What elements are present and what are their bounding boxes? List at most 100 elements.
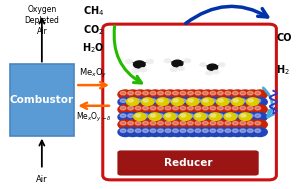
Circle shape	[247, 99, 253, 102]
Circle shape	[149, 113, 161, 120]
Circle shape	[135, 91, 141, 95]
Circle shape	[206, 71, 212, 75]
Circle shape	[158, 99, 163, 102]
Circle shape	[212, 70, 219, 74]
Circle shape	[173, 106, 178, 110]
Circle shape	[180, 114, 186, 118]
Circle shape	[133, 105, 147, 114]
Circle shape	[215, 120, 230, 129]
Circle shape	[178, 120, 192, 129]
Circle shape	[139, 67, 147, 72]
Text: Me$_x$O$_y$: Me$_x$O$_y$	[80, 67, 108, 81]
Circle shape	[210, 106, 216, 110]
Circle shape	[240, 121, 246, 125]
Circle shape	[239, 113, 252, 120]
Circle shape	[253, 98, 267, 107]
Circle shape	[158, 91, 163, 95]
Circle shape	[140, 128, 155, 136]
Circle shape	[148, 120, 162, 129]
Circle shape	[245, 98, 260, 107]
Circle shape	[200, 112, 215, 122]
Circle shape	[195, 129, 201, 132]
Circle shape	[223, 105, 237, 114]
Circle shape	[245, 112, 260, 122]
Circle shape	[186, 98, 199, 105]
Circle shape	[178, 112, 192, 122]
Circle shape	[195, 106, 201, 110]
Circle shape	[231, 98, 244, 105]
Circle shape	[163, 105, 177, 114]
Circle shape	[156, 98, 169, 105]
Circle shape	[140, 98, 155, 107]
Circle shape	[216, 98, 229, 105]
Circle shape	[255, 114, 261, 118]
Circle shape	[158, 121, 163, 125]
Circle shape	[164, 59, 171, 63]
Circle shape	[143, 99, 148, 102]
Circle shape	[245, 128, 260, 136]
Circle shape	[155, 98, 170, 107]
Circle shape	[143, 129, 148, 132]
Circle shape	[125, 59, 132, 64]
Circle shape	[232, 121, 238, 125]
Circle shape	[177, 66, 185, 71]
Circle shape	[232, 129, 238, 132]
Circle shape	[240, 106, 246, 110]
Circle shape	[148, 90, 162, 99]
Circle shape	[247, 121, 253, 125]
Circle shape	[200, 98, 215, 107]
Circle shape	[247, 106, 253, 110]
Circle shape	[253, 105, 267, 114]
Circle shape	[165, 91, 171, 95]
Text: H$_2$O: H$_2$O	[82, 42, 105, 55]
Circle shape	[148, 128, 162, 136]
Circle shape	[207, 64, 218, 70]
Circle shape	[128, 129, 133, 132]
Circle shape	[225, 99, 231, 102]
Circle shape	[193, 105, 207, 114]
Circle shape	[247, 91, 253, 95]
Circle shape	[181, 114, 186, 117]
Text: Air: Air	[36, 175, 48, 184]
Circle shape	[200, 120, 215, 129]
Circle shape	[246, 98, 259, 105]
Circle shape	[193, 112, 207, 122]
Circle shape	[225, 121, 231, 125]
Circle shape	[238, 98, 252, 107]
Circle shape	[148, 112, 162, 122]
Circle shape	[170, 67, 177, 72]
Circle shape	[140, 120, 155, 129]
Circle shape	[185, 98, 200, 107]
Circle shape	[180, 91, 186, 95]
Circle shape	[188, 121, 193, 125]
Circle shape	[255, 99, 261, 102]
Circle shape	[170, 98, 185, 107]
Circle shape	[120, 99, 126, 102]
Circle shape	[208, 105, 222, 114]
Circle shape	[218, 91, 223, 95]
Circle shape	[185, 120, 200, 129]
Text: Oxygen
Depleted
Air: Oxygen Depleted Air	[24, 5, 59, 36]
Text: CO$_2$: CO$_2$	[83, 23, 104, 37]
Circle shape	[164, 113, 176, 120]
Circle shape	[173, 91, 178, 95]
Circle shape	[133, 120, 147, 129]
Circle shape	[188, 129, 193, 132]
FancyArrowPatch shape	[114, 26, 142, 83]
Circle shape	[238, 112, 252, 122]
Circle shape	[163, 128, 177, 136]
Circle shape	[140, 112, 155, 122]
Circle shape	[203, 129, 208, 132]
Circle shape	[158, 99, 163, 102]
Circle shape	[155, 120, 170, 129]
Circle shape	[218, 129, 223, 132]
FancyArrowPatch shape	[263, 88, 274, 117]
Circle shape	[210, 129, 216, 132]
Circle shape	[135, 114, 141, 118]
Circle shape	[201, 98, 214, 105]
Circle shape	[143, 106, 148, 110]
Circle shape	[126, 98, 139, 105]
Circle shape	[163, 98, 177, 107]
Circle shape	[120, 121, 126, 125]
Circle shape	[230, 112, 245, 122]
